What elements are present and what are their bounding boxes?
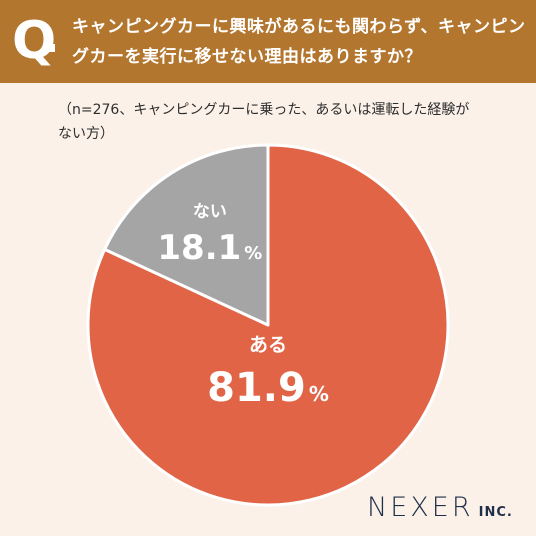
slice-value-label: 81.9% <box>207 365 329 411</box>
slice-category-label: ない <box>193 202 227 222</box>
logo-main-text: NEXER <box>367 492 474 523</box>
sample-note: （n=276、キャンピングカーに乗った、あるいは運転した経験がない方） <box>58 102 470 142</box>
logo-sub-text: INC. <box>478 505 513 520</box>
question-header: Q キャンピングカーに興味があるにも関わらず、キャンピングカーを実行に移せない理… <box>0 0 536 83</box>
pie-slice-nai <box>103 143 270 327</box>
slice-category-label: ある <box>249 334 287 356</box>
slice-value-label: 18.1% <box>157 228 262 268</box>
question-text: キャンピングカーに興味があるにも関わらず、キャンピングカーを実行に移せない理由は… <box>72 17 526 67</box>
q-mark: Q <box>12 11 57 71</box>
q-dot-icon <box>47 44 55 52</box>
nexer-logo: NEXER INC. <box>367 492 513 523</box>
pie-slice-aru <box>86 143 450 507</box>
